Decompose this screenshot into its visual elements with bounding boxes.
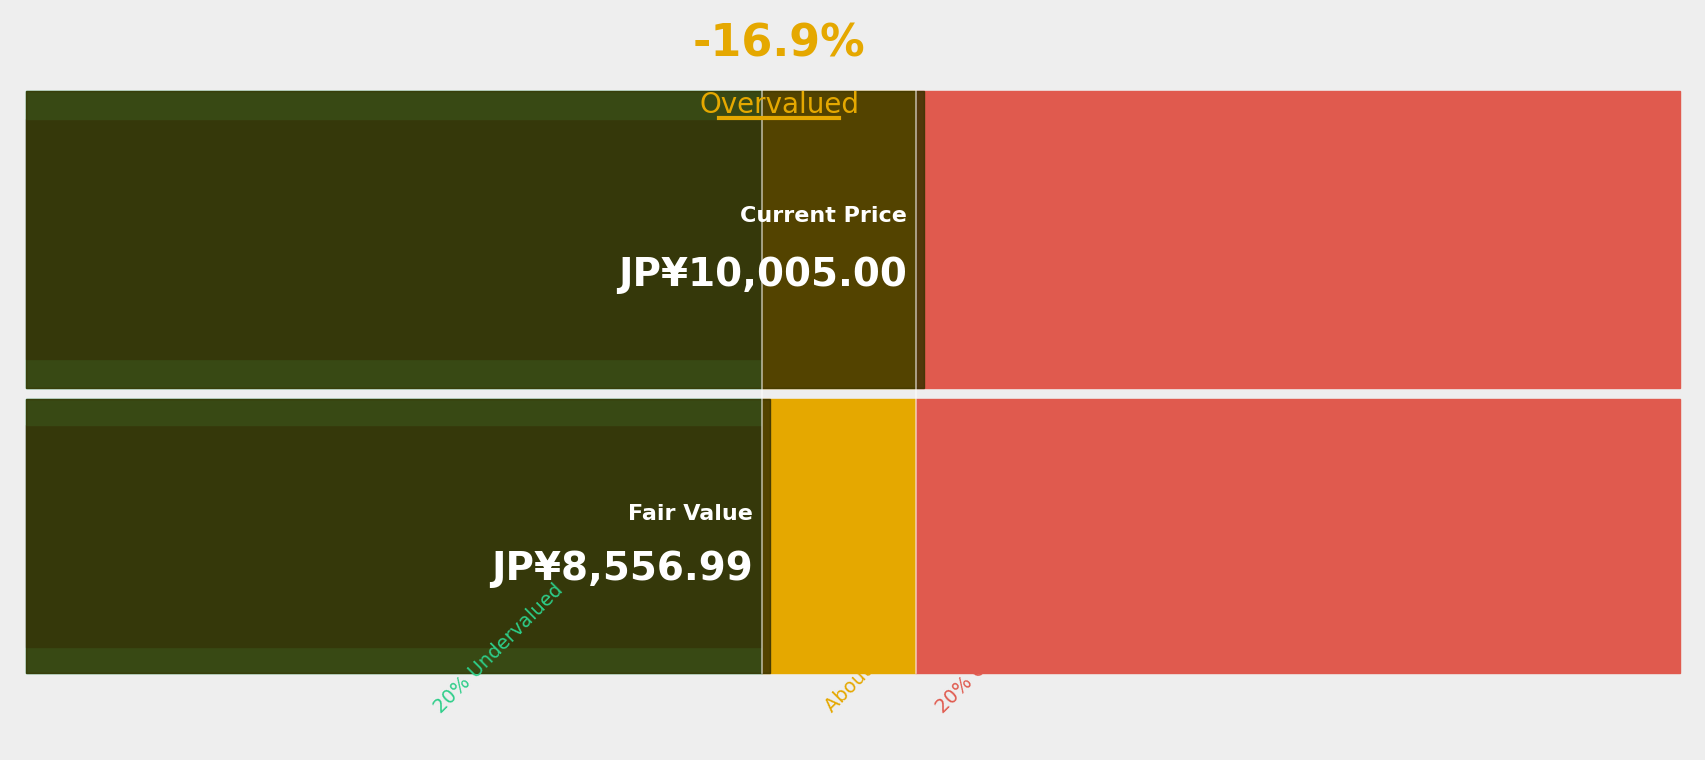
Text: JP¥8,556.99: JP¥8,556.99 [491,549,754,587]
Text: 20% Overvalued: 20% Overvalued [933,588,1061,717]
Text: JP¥10,005.00: JP¥10,005.00 [617,256,907,294]
Bar [26,91,924,388]
Bar [916,399,1679,673]
Bar [26,91,762,119]
Bar [26,359,762,388]
Bar [916,91,1679,388]
Text: Current Price: Current Price [740,206,907,226]
Bar [26,399,762,425]
Text: Fair Value: Fair Value [627,504,754,524]
Bar [26,119,762,359]
Text: Overvalued: Overvalued [699,91,859,119]
Text: About Right: About Right [822,622,916,717]
Bar [762,91,916,388]
Bar [26,399,771,673]
Bar [26,647,762,673]
Bar [762,399,916,673]
Text: -16.9%: -16.9% [692,23,864,66]
Bar [26,425,762,647]
Text: 20% Undervalued: 20% Undervalued [430,580,566,717]
